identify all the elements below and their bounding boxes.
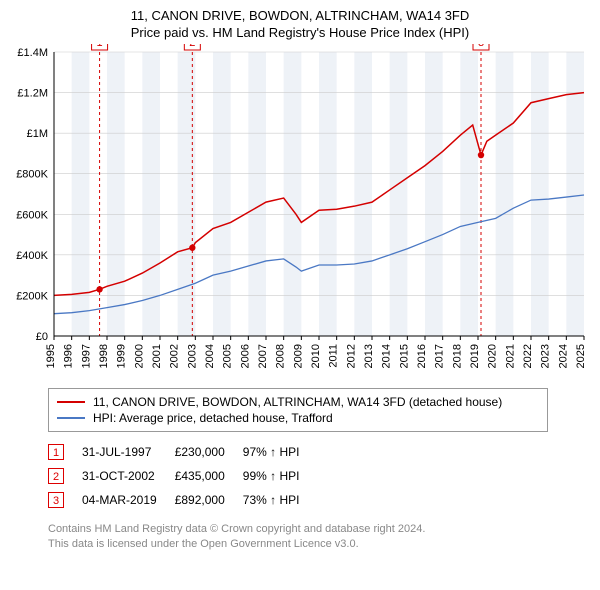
svg-text:2020: 2020 <box>487 344 499 368</box>
svg-text:2003: 2003 <box>186 344 198 368</box>
svg-text:2025: 2025 <box>575 344 587 368</box>
svg-text:2011: 2011 <box>328 344 340 368</box>
svg-text:1998: 1998 <box>98 344 110 368</box>
legend-swatch <box>57 401 85 403</box>
marker-table: 1 31-JUL-1997 £230,000 97% ↑ HPI 2 31-OC… <box>48 440 317 512</box>
svg-text:£1M: £1M <box>27 128 48 140</box>
title-line-2: Price paid vs. HM Land Registry's House … <box>8 25 592 40</box>
svg-text:1997: 1997 <box>80 344 92 368</box>
svg-text:2013: 2013 <box>363 344 375 368</box>
svg-text:£800K: £800K <box>16 169 48 181</box>
footer: Contains HM Land Registry data © Crown c… <box>48 522 592 553</box>
svg-text:1: 1 <box>97 44 103 49</box>
svg-text:2002: 2002 <box>169 344 181 368</box>
svg-text:2001: 2001 <box>151 344 163 368</box>
marker-row: 1 31-JUL-1997 £230,000 97% ↑ HPI <box>48 440 317 464</box>
marker-row: 2 31-OCT-2002 £435,000 99% ↑ HPI <box>48 464 317 488</box>
svg-text:2019: 2019 <box>469 344 481 368</box>
footer-line-1: Contains HM Land Registry data © Crown c… <box>48 522 592 537</box>
svg-text:2012: 2012 <box>345 344 357 368</box>
svg-text:2007: 2007 <box>257 344 269 368</box>
svg-text:1995: 1995 <box>45 344 57 368</box>
svg-text:£0: £0 <box>36 331 48 343</box>
svg-text:1999: 1999 <box>116 344 128 368</box>
svg-text:2004: 2004 <box>204 344 216 368</box>
svg-text:£600K: £600K <box>16 209 48 221</box>
legend-swatch <box>57 417 85 419</box>
svg-text:2: 2 <box>189 44 195 49</box>
svg-text:2010: 2010 <box>310 344 322 368</box>
legend-label: HPI: Average price, detached house, Traf… <box>93 411 333 425</box>
svg-text:£1.2M: £1.2M <box>17 88 48 100</box>
svg-text:£1.4M: £1.4M <box>17 47 48 59</box>
svg-text:2021: 2021 <box>504 344 516 368</box>
svg-text:2005: 2005 <box>222 344 234 368</box>
legend-item: 11, CANON DRIVE, BOWDON, ALTRINCHAM, WA1… <box>57 395 539 409</box>
marker-price: £230,000 <box>175 440 243 464</box>
svg-text:2017: 2017 <box>434 344 446 368</box>
marker-price: £892,000 <box>175 488 243 512</box>
marker-pct: 99% ↑ HPI <box>243 464 318 488</box>
svg-text:2016: 2016 <box>416 344 428 368</box>
chart-svg: £0 £200K £400K £600K £800K £1M £1.2M £1.4M 1995 1… <box>8 44 592 384</box>
marker-date: 04-MAR-2019 <box>82 488 175 512</box>
svg-text:2023: 2023 <box>540 344 552 368</box>
marker-price: £435,000 <box>175 464 243 488</box>
svg-text:2006: 2006 <box>239 344 251 368</box>
marker-badge: 2 <box>48 468 64 484</box>
svg-text:2018: 2018 <box>451 344 463 368</box>
price-chart: £0 £200K £400K £600K £800K £1M £1.2M £1.4M 1995 1… <box>8 44 592 384</box>
svg-text:3: 3 <box>478 44 484 49</box>
svg-text:2009: 2009 <box>292 344 304 368</box>
marker-row: 3 04-MAR-2019 £892,000 73% ↑ HPI <box>48 488 317 512</box>
svg-text:£200K: £200K <box>16 290 48 302</box>
legend: 11, CANON DRIVE, BOWDON, ALTRINCHAM, WA1… <box>48 388 548 432</box>
marker-date: 31-JUL-1997 <box>82 440 175 464</box>
marker-date: 31-OCT-2002 <box>82 464 175 488</box>
marker-badge: 1 <box>48 444 64 460</box>
svg-text:1996: 1996 <box>63 344 75 368</box>
legend-label: 11, CANON DRIVE, BOWDON, ALTRINCHAM, WA1… <box>93 395 502 409</box>
svg-text:2022: 2022 <box>522 344 534 368</box>
svg-text:2008: 2008 <box>275 344 287 368</box>
svg-text:2015: 2015 <box>398 344 410 368</box>
footer-line-2: This data is licensed under the Open Gov… <box>48 537 592 552</box>
marker-pct: 97% ↑ HPI <box>243 440 318 464</box>
svg-text:2000: 2000 <box>133 344 145 368</box>
svg-text:2014: 2014 <box>381 344 393 368</box>
svg-text:£400K: £400K <box>16 250 48 262</box>
svg-text:2024: 2024 <box>557 344 569 368</box>
marker-pct: 73% ↑ HPI <box>243 488 318 512</box>
title-line-1: 11, CANON DRIVE, BOWDON, ALTRINCHAM, WA1… <box>8 8 592 23</box>
marker-badge: 3 <box>48 492 64 508</box>
chart-title: 11, CANON DRIVE, BOWDON, ALTRINCHAM, WA1… <box>8 8 592 40</box>
legend-item: HPI: Average price, detached house, Traf… <box>57 411 539 425</box>
